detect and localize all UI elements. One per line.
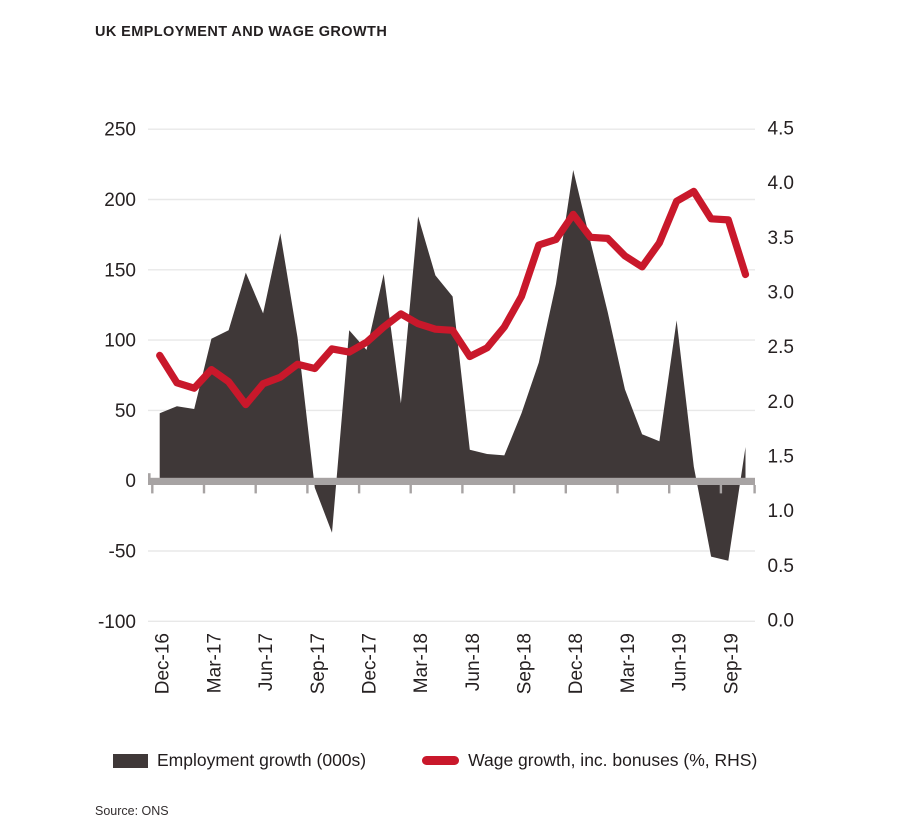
right-axis-tick-label: 1.5 bbox=[768, 447, 794, 468]
employment-wage-chart: 250 200 150 100 50 0 -50 -100 4.5 4.0 3.5 3.0 2.5 2.0… bbox=[98, 119, 794, 695]
wage-line-swatch-icon bbox=[422, 756, 460, 765]
left-axis-tick-label: 100 bbox=[104, 331, 136, 352]
employment-area-swatch-icon bbox=[113, 753, 148, 768]
x-axis-tick bbox=[564, 485, 567, 494]
x-axis-tick bbox=[409, 485, 412, 494]
right-axis-tick-label: 4.5 bbox=[768, 119, 794, 140]
x-axis-tick bbox=[668, 485, 671, 494]
right-axis-tick-label: 3.0 bbox=[768, 283, 794, 304]
x-axis-tick bbox=[254, 485, 257, 494]
right-axis-tick-label: 0.0 bbox=[768, 611, 794, 632]
right-axis-tick-label: 2.5 bbox=[768, 337, 794, 358]
legend-item-wage: Wage growth, inc. bonuses (%, RHS) bbox=[422, 750, 757, 771]
x-axis-category-label: Sep-18 bbox=[515, 633, 536, 694]
left-axis-tick-label: -50 bbox=[109, 542, 136, 563]
left-axis-tick-label: 50 bbox=[115, 401, 136, 422]
chart-area: 250 200 150 100 50 0 -50 -100 4.5 4.0 3.5 3.0 2.5 2.0… bbox=[98, 119, 794, 695]
x-axis-band bbox=[148, 477, 755, 485]
right-axis-tick-label: 1.0 bbox=[768, 501, 794, 522]
legend-label-wage: Wage growth, inc. bonuses (%, RHS) bbox=[468, 750, 758, 770]
right-axis-tick-label: 0.5 bbox=[768, 556, 794, 577]
x-axis-tick bbox=[512, 485, 516, 494]
legend-label-employment: Employment growth (000s) bbox=[157, 750, 367, 770]
x-axis-category-label: Dec-18 bbox=[566, 633, 587, 694]
x-axis-category-label: Sep-17 bbox=[308, 633, 329, 694]
x-axis-category-label: Dec-17 bbox=[360, 633, 381, 694]
x-axis-tick bbox=[357, 485, 361, 494]
x-axis-category-label: Sep-19 bbox=[721, 633, 742, 694]
x-axis-left-cap bbox=[148, 473, 151, 485]
x-axis-tick bbox=[202, 485, 206, 494]
employment-area-series bbox=[159, 170, 746, 561]
x-axis-tick bbox=[719, 485, 723, 494]
x-axis-category-label: Mar-18 bbox=[411, 633, 432, 693]
x-axis-tick bbox=[306, 485, 309, 494]
source-note: Source: ONS bbox=[95, 804, 169, 818]
left-axis-tick-label: -100 bbox=[98, 612, 136, 633]
right-axis-tick-label: 4.0 bbox=[768, 173, 794, 194]
wage-line-series bbox=[156, 187, 750, 409]
legend-item-employment: Employment growth (000s) bbox=[113, 750, 366, 771]
x-axis-tick bbox=[151, 485, 154, 494]
left-axis-tick-label: 250 bbox=[104, 120, 136, 141]
x-axis-category-label: Jun-19 bbox=[670, 633, 691, 691]
right-axis-tick-label: 2.0 bbox=[768, 392, 794, 413]
chart-legend: Employment growth (000s) Wage growth, in… bbox=[113, 750, 757, 771]
page-title: UK EMPLOYMENT AND WAGE GROWTH bbox=[95, 24, 388, 40]
x-axis-category-label: Dec-16 bbox=[153, 633, 174, 694]
x-axis-category-label: Mar-17 bbox=[204, 633, 225, 693]
x-axis-category-label: Jun-17 bbox=[256, 633, 277, 691]
left-axis-tick-label: 150 bbox=[104, 260, 136, 281]
x-axis-tick bbox=[753, 485, 756, 494]
x-axis-tick bbox=[616, 485, 619, 494]
x-axis-tick bbox=[461, 485, 464, 494]
right-axis-tick-label: 3.5 bbox=[768, 228, 794, 249]
x-axis-category-label: Jun-18 bbox=[463, 633, 484, 691]
left-axis-tick-label: 200 bbox=[104, 190, 136, 211]
x-axis-category-label: Mar-19 bbox=[618, 633, 639, 693]
left-axis-tick-label: 0 bbox=[125, 471, 136, 492]
